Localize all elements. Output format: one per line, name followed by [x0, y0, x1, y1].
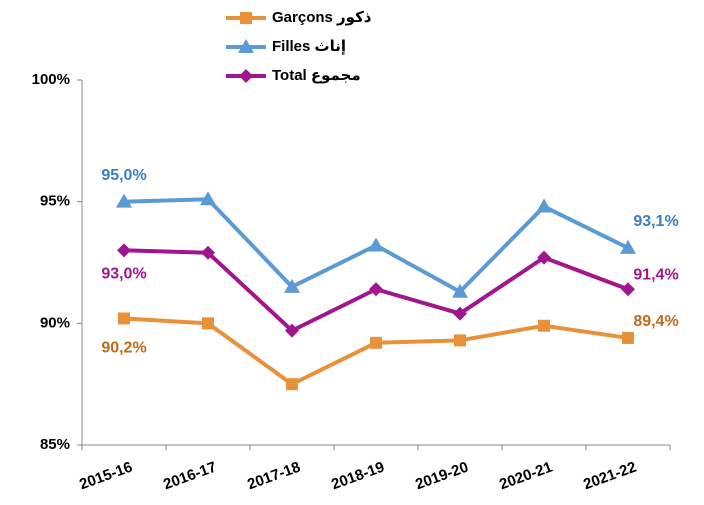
x-tick-label: 2015-16: [77, 459, 135, 494]
data-point: [117, 243, 131, 258]
data-point: [368, 237, 384, 252]
y-tick-label: 95%: [40, 193, 70, 210]
data-point: [452, 283, 468, 298]
data-point: [202, 317, 214, 330]
data-point: [284, 278, 300, 293]
data-label: 93,0%: [101, 266, 146, 283]
x-tick-label: 2019-20: [413, 459, 471, 494]
data-label: 95,0%: [101, 167, 146, 184]
x-tick-label: 2016-17: [161, 459, 219, 494]
data-point: [454, 334, 466, 347]
y-tick-label: 85%: [40, 436, 70, 453]
data-point: [118, 312, 130, 325]
data-point: [370, 336, 382, 349]
data-point: [285, 323, 299, 338]
data-point: [538, 319, 550, 332]
x-tick-label: 2020-21: [497, 459, 555, 494]
legend-marker: [240, 12, 252, 24]
x-tick-label: 2021-22: [581, 459, 639, 494]
legend-marker: [239, 69, 253, 83]
data-point: [286, 378, 298, 391]
legend-label: Garçons ذكور: [272, 9, 372, 26]
data-point: [536, 198, 552, 213]
data-point: [453, 306, 467, 321]
legend-marker: [238, 39, 254, 53]
x-tick-label: 2017-18: [245, 459, 303, 494]
x-tick-label: 2018-19: [329, 459, 387, 494]
legend-label: Filles إناث: [272, 38, 346, 55]
data-point: [537, 250, 551, 265]
data-point: [621, 282, 635, 297]
y-tick-label: 100%: [32, 71, 70, 88]
data-point: [201, 245, 215, 260]
data-point: [620, 239, 636, 254]
data-label: 89,4%: [633, 313, 678, 330]
data-point: [200, 191, 216, 206]
data-label: 93,1%: [633, 213, 678, 230]
data-point: [622, 331, 634, 344]
y-tick-label: 90%: [40, 314, 70, 331]
data-point: [369, 282, 383, 297]
data-label: 91,4%: [633, 266, 678, 283]
series-line: [123, 316, 629, 387]
data-label: 90,2%: [101, 340, 146, 357]
data-point: [116, 193, 132, 208]
legend-label: Total مجموع: [272, 67, 361, 84]
